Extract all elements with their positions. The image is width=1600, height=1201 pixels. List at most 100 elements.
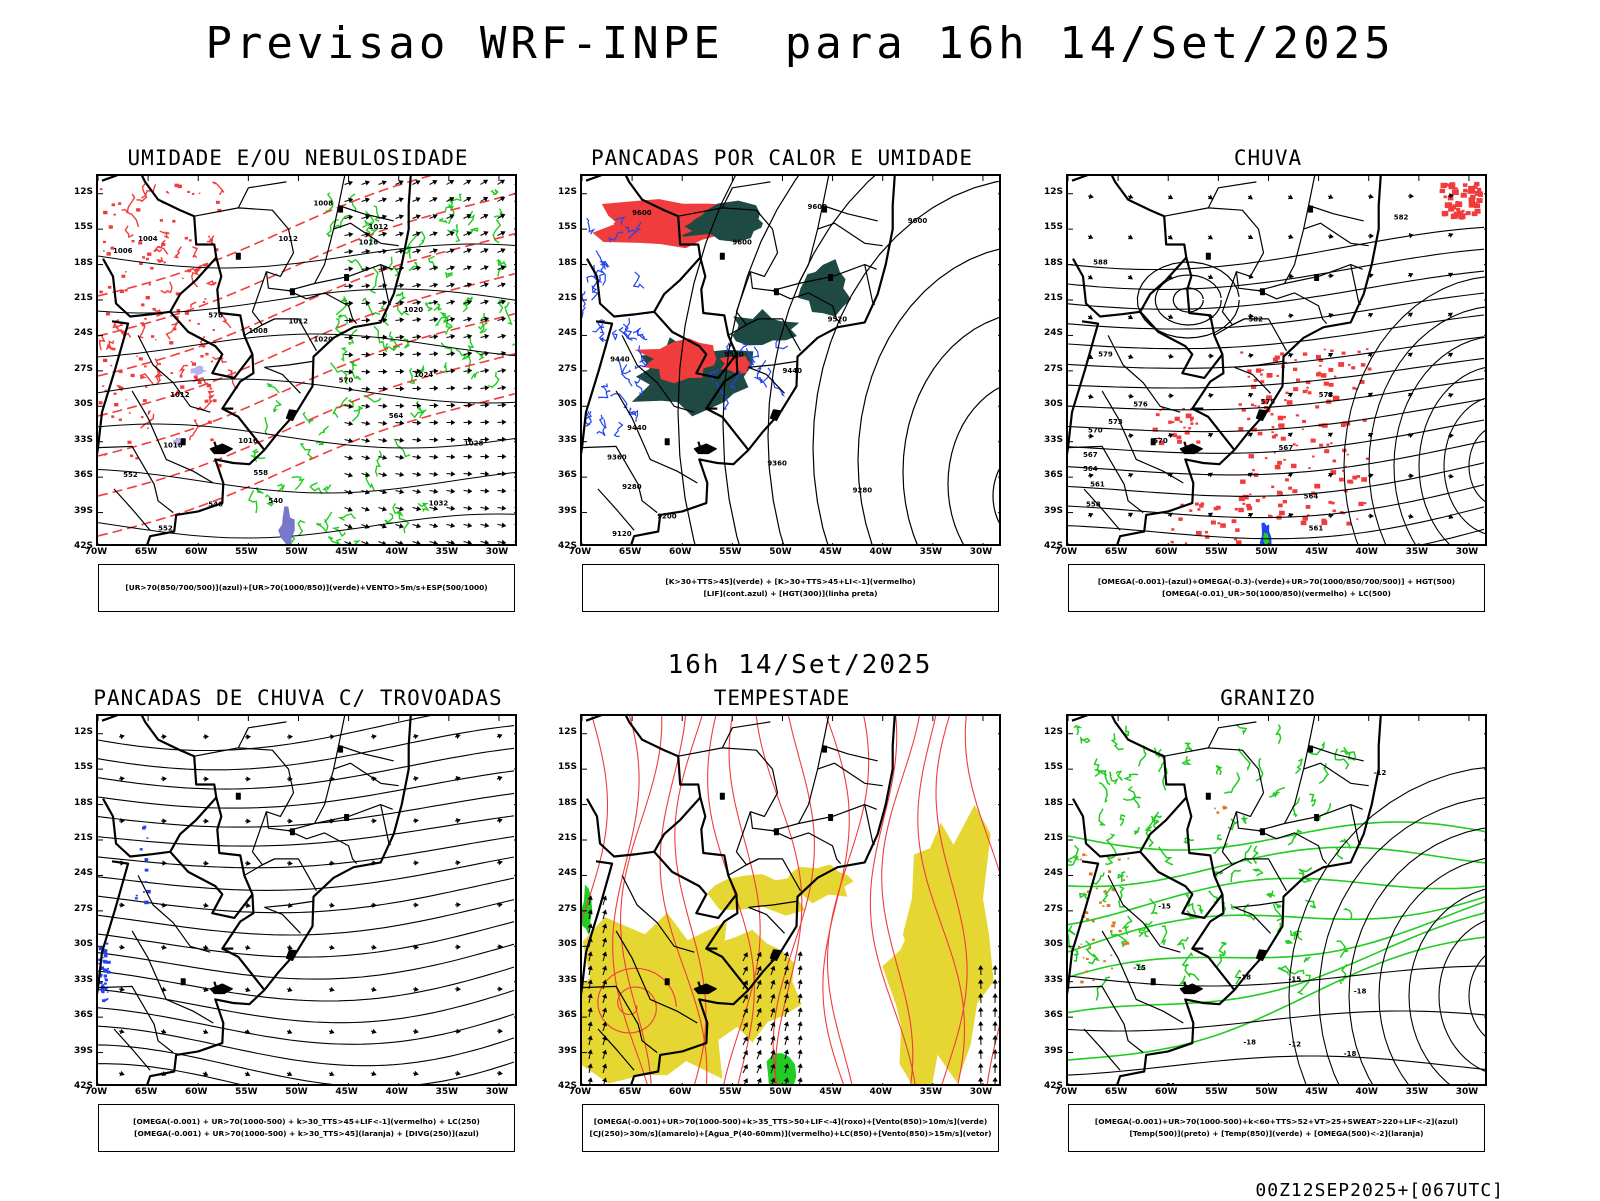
reservoir-shape — [339, 746, 343, 752]
contour-fragment — [1224, 773, 1239, 794]
vector-head — [993, 966, 997, 969]
vector-head — [417, 284, 420, 288]
contour-fragment — [419, 232, 425, 246]
reservoir-shape — [1206, 253, 1210, 259]
lat-tick-label: 12S — [1044, 727, 1063, 737]
vector-head — [121, 1030, 124, 1033]
contour-fragment — [440, 362, 447, 372]
lon-tick-label: 70W — [1055, 547, 1077, 557]
lat-tick-label: 36S — [74, 470, 93, 480]
contour-label: 567 — [1279, 444, 1294, 452]
speckle-mark — [1364, 502, 1367, 504]
speckle-mark — [1258, 432, 1263, 436]
contour-fragment — [374, 326, 387, 352]
speckle-mark — [147, 253, 151, 256]
vector-head — [502, 472, 505, 476]
vector-head — [434, 421, 437, 425]
vector-head — [400, 335, 403, 339]
speckle-mark — [1277, 491, 1282, 495]
contour-line — [98, 816, 514, 846]
vector-head — [401, 370, 404, 374]
contour-line — [1068, 1011, 1487, 1031]
vector-head — [163, 904, 166, 908]
contour-fragment — [1134, 827, 1139, 834]
vector-head — [502, 369, 505, 373]
speckle-mark — [1283, 416, 1286, 418]
speckle-mark — [163, 262, 165, 264]
speckle-mark — [1303, 352, 1307, 355]
contour-label: 561 — [1090, 481, 1105, 489]
vector-head — [1290, 274, 1293, 278]
speckle-mark — [1284, 399, 1287, 401]
vector-head — [485, 352, 488, 356]
vector-head — [1289, 433, 1293, 436]
vector-head — [1449, 394, 1453, 397]
speckle-mark — [142, 304, 145, 306]
lon-tick-label: 65W — [1105, 1087, 1127, 1097]
vector-head — [1409, 313, 1413, 316]
instability-teal-area — [798, 259, 851, 316]
vector-head — [417, 266, 420, 270]
map-canvas — [582, 716, 1001, 1086]
vector-head — [434, 352, 437, 356]
contour-line — [1068, 1056, 1487, 1075]
lat-tick-label: 12S — [558, 727, 577, 737]
speckle-mark — [1316, 355, 1321, 359]
speckle-mark — [1311, 439, 1316, 443]
lat-tick-label: 30S — [1044, 399, 1063, 409]
vector-head — [1370, 514, 1373, 518]
speckle-mark — [1358, 351, 1361, 354]
vector-head — [400, 473, 403, 477]
reservoir-shape — [1315, 275, 1319, 281]
contour-label: -15 — [1133, 964, 1146, 972]
speckle-mark — [1358, 502, 1363, 506]
contour-fragment — [352, 407, 362, 422]
contour-label: 567 — [1083, 451, 1098, 459]
speckle-mark — [158, 363, 161, 365]
lon-tick-label: 65W — [619, 547, 641, 557]
contour-label: 1024 — [414, 371, 434, 379]
contour-label: -18 — [1354, 988, 1367, 996]
lon-tick-label: 40W — [869, 1087, 891, 1097]
vector-head — [349, 216, 352, 220]
speckle-mark — [146, 296, 150, 299]
vector-head — [330, 1072, 334, 1075]
contour-fragment — [1218, 835, 1222, 840]
vector-head — [1410, 194, 1413, 198]
contour-fragment — [292, 477, 304, 490]
lon-tick-label: 30W — [486, 1087, 508, 1097]
vector-head — [1369, 434, 1373, 437]
vector-head — [798, 980, 802, 983]
vector-head — [993, 980, 997, 983]
reservoir-shape — [720, 793, 724, 799]
lake-shape — [770, 410, 781, 421]
contour-fragment — [601, 383, 607, 391]
vector-head — [1129, 355, 1133, 358]
speckle-mark — [1216, 811, 1219, 813]
vector-head — [417, 524, 420, 527]
lon-tick-label: 65W — [135, 1087, 157, 1097]
vector-head — [373, 735, 376, 739]
lat-tick-label: 21S — [74, 293, 93, 303]
vector-head — [1249, 394, 1252, 397]
vector-head — [502, 420, 505, 424]
vector-head — [349, 473, 352, 476]
lon-tick-label: 55W — [235, 1087, 257, 1097]
vector-head — [415, 777, 418, 781]
speckle-mark — [1086, 958, 1089, 960]
vector-head — [979, 1050, 983, 1053]
vector-head — [451, 438, 454, 442]
rain-red-shading — [1171, 502, 1252, 546]
speckle-mark — [1083, 957, 1085, 958]
contour-label: 582 — [1394, 214, 1409, 222]
contour-line — [903, 312, 1001, 546]
vector-head — [383, 525, 386, 528]
speckle-mark — [1232, 519, 1237, 523]
speckle-mark — [1256, 368, 1261, 372]
vector-head — [163, 777, 166, 781]
omega-orange-marks — [1214, 806, 1227, 814]
contour-fragment — [470, 228, 477, 234]
